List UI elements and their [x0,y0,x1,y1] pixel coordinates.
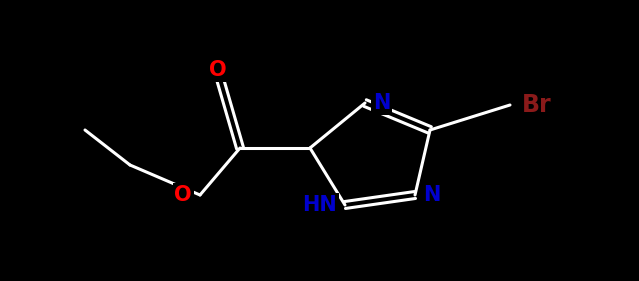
Text: N: N [423,185,440,205]
Text: O: O [174,185,192,205]
Text: O: O [209,60,227,80]
Text: HN: HN [302,195,337,215]
Text: N: N [373,93,390,113]
Text: Br: Br [522,93,551,117]
